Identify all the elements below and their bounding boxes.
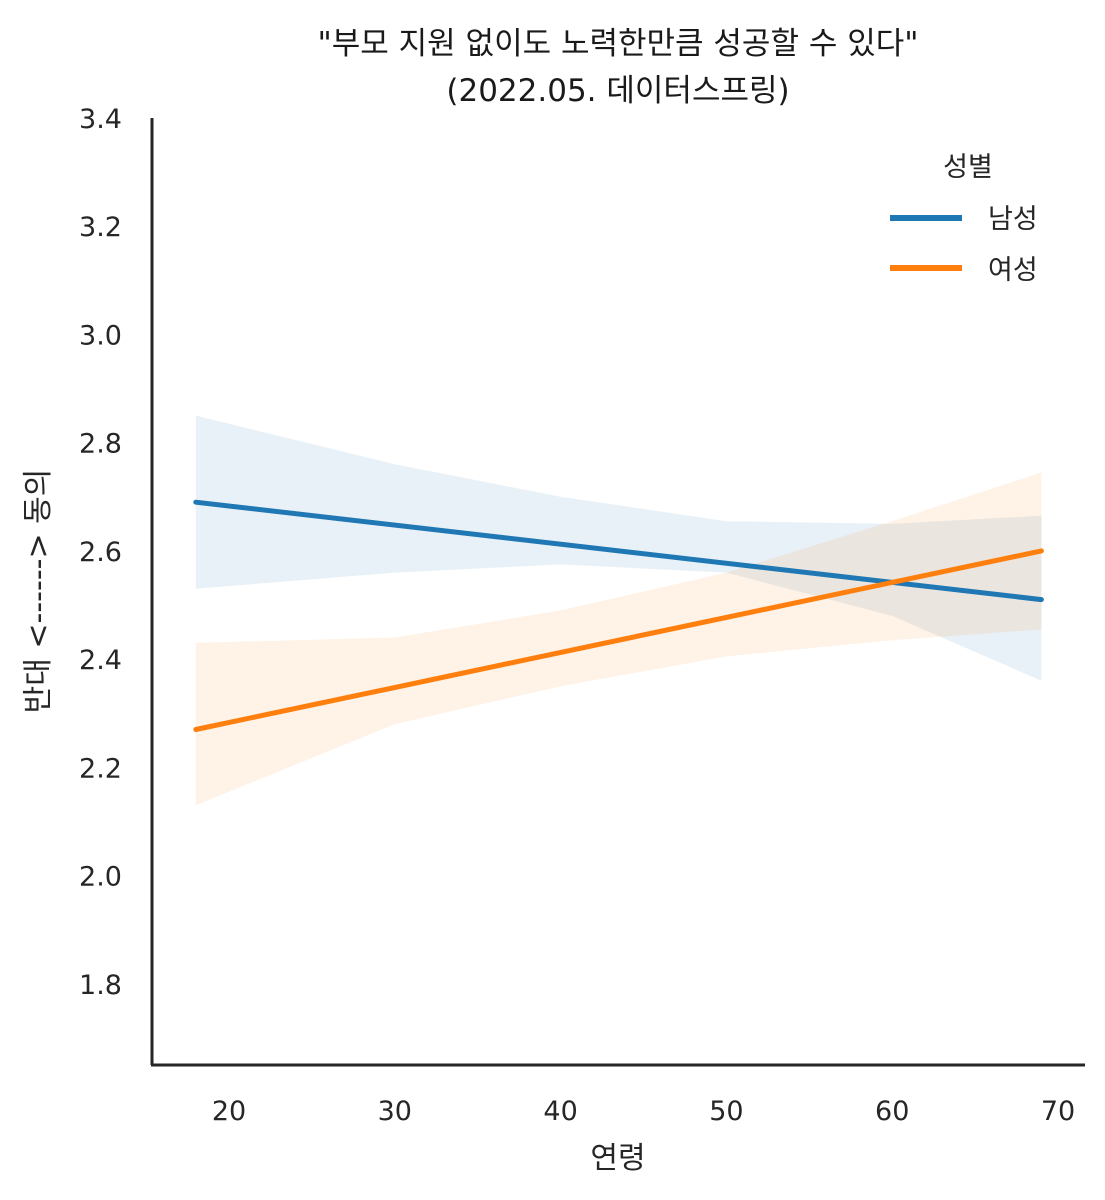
y-tick-2.2: 2.2	[79, 753, 122, 784]
y-tick-2.6: 2.6	[79, 537, 122, 568]
legend-title: 성별	[943, 152, 993, 183]
x-tick-50: 50	[709, 1096, 743, 1127]
y-tick-labels: 1.8 2.0 2.2 2.4 2.6 2.8 3.0 3.2 3.4	[79, 104, 122, 1001]
x-axis-label: 연령	[590, 1141, 645, 1176]
legend: 성별 남성 여성	[890, 152, 1038, 286]
y-axis-label: 반대 <------> 동의	[21, 469, 56, 714]
chart-title-line1: "부모 지원 없이도 노력한만큼 성공할 수 있다"	[318, 26, 919, 62]
y-tick-2.0: 2.0	[79, 862, 122, 893]
x-tick-20: 20	[212, 1096, 246, 1127]
x-tick-labels: 20 30 40 50 60 70	[212, 1096, 1075, 1127]
series-line-female	[193, 548, 1044, 732]
x-tick-40: 40	[543, 1096, 577, 1127]
regression-lines	[193, 499, 1044, 732]
legend-label-female: 여성	[988, 255, 1038, 286]
y-tick-3.2: 3.2	[79, 212, 122, 243]
ci-band-male	[195, 415, 1042, 681]
series-line-male	[193, 499, 1044, 603]
x-tick-30: 30	[378, 1096, 412, 1127]
confidence-bands	[195, 415, 1042, 806]
x-tick-70: 70	[1041, 1096, 1075, 1127]
y-tick-3.4: 3.4	[79, 104, 122, 135]
chart-title-line2: (2022.05. 데이터스프링)	[446, 73, 789, 109]
legend-label-male: 남성	[988, 204, 1038, 235]
y-tick-3.0: 3.0	[79, 321, 122, 352]
y-tick-2.4: 2.4	[79, 645, 122, 676]
x-tick-60: 60	[875, 1096, 909, 1127]
y-tick-2.8: 2.8	[79, 429, 122, 460]
y-tick-1.8: 1.8	[79, 970, 122, 1001]
